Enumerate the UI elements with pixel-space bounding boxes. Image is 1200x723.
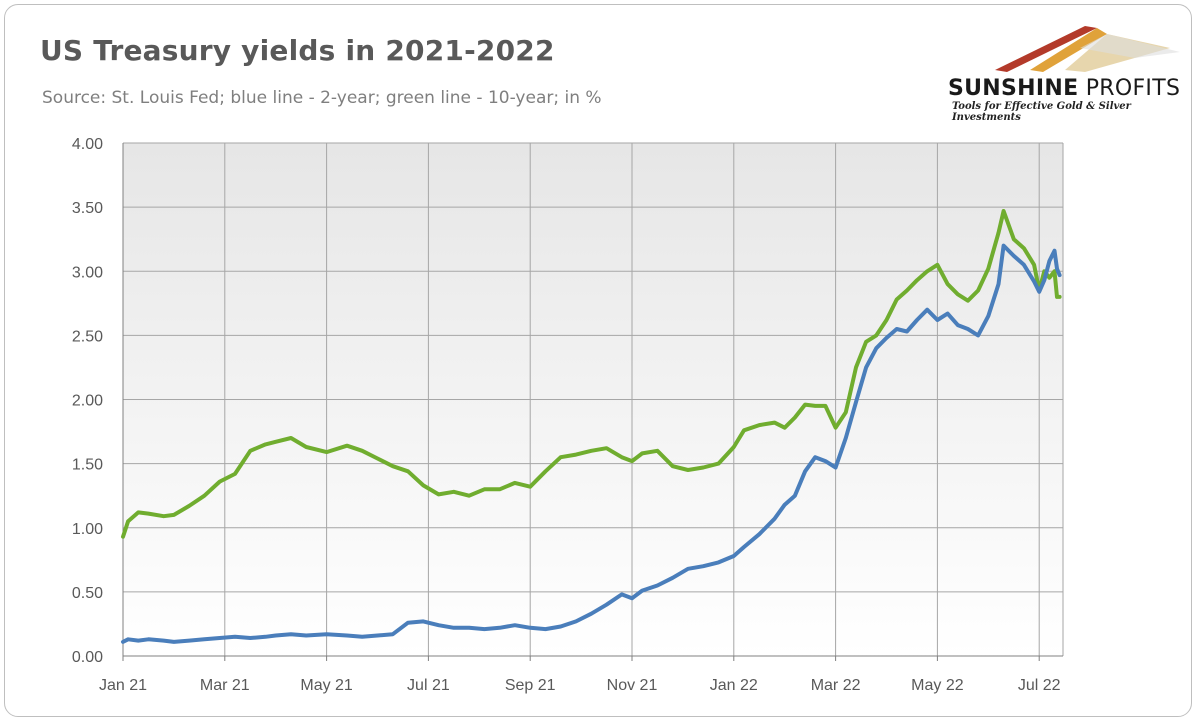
chart-title: US Treasury yields in 2021-2022 — [40, 34, 555, 67]
y-tick-label: 2.00 — [72, 393, 103, 410]
logo-name-bold: SUNSHINE — [948, 76, 1079, 101]
x-tick-label: Jan 22 — [710, 677, 758, 694]
y-tick-label: 4.00 — [72, 136, 103, 153]
x-tick-label: Jan 21 — [99, 677, 147, 694]
y-tick-label: 0.50 — [72, 585, 103, 602]
y-tick-label: 0.00 — [72, 649, 103, 666]
y-tick-label: 2.50 — [72, 328, 103, 345]
series-line-10-year — [121, 209, 1062, 539]
x-tick-label: Mar 22 — [811, 677, 861, 694]
y-tick-label: 3.50 — [72, 200, 103, 217]
logo-wordmark: SUNSHINE PROFITS — [948, 76, 1180, 101]
y-tick-label: 1.00 — [72, 521, 103, 538]
x-tick-label: May 21 — [300, 677, 353, 694]
x-tick-label: Jul 21 — [407, 677, 450, 694]
chart-subtitle: Source: St. Louis Fed; blue line - 2-yea… — [42, 88, 602, 108]
sunshine-profits-logo-icon — [995, 26, 1180, 72]
logo-tagline: Tools for Effective Gold & Silver Invest… — [952, 101, 1131, 123]
y-tick-label: 1.50 — [72, 457, 103, 474]
y-tick-label: 3.00 — [72, 264, 103, 281]
series-line-2-year — [121, 243, 1062, 644]
x-tick-label: Jul 22 — [1018, 677, 1061, 694]
x-tick-label: May 22 — [911, 677, 964, 694]
x-tick-label: Mar 21 — [200, 677, 250, 694]
logo-name-light: PROFITS — [1078, 76, 1181, 101]
x-tick-label: Sep 21 — [505, 677, 556, 694]
x-tick-label: Nov 21 — [607, 677, 658, 694]
